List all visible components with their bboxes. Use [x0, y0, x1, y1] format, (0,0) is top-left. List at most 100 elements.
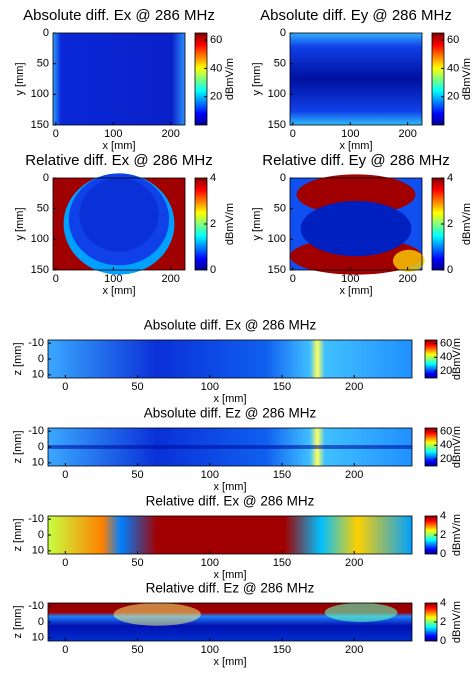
- heatmap-image: [48, 340, 412, 378]
- x-tick-label: 50: [131, 381, 143, 393]
- x-tick-label: 100: [104, 128, 122, 140]
- colorbar-tick-label: 20: [447, 91, 459, 103]
- panel-title: Relative diff. Ex @ 286 MHz: [25, 152, 213, 169]
- colorbar-tick-label: 20: [440, 365, 452, 377]
- colorbar: [424, 427, 438, 467]
- colorbar-tick-label: 20: [440, 453, 452, 465]
- y-tick-label: 0: [43, 27, 49, 39]
- heatmap-image: [48, 445, 412, 449]
- colorbar-label: dBmV/m: [451, 601, 463, 643]
- colorbar-label: dBmV/m: [451, 338, 463, 380]
- y-axis-label: z [mm]: [12, 343, 24, 376]
- colorbar-tick-label: 4: [210, 172, 216, 184]
- panel-title: Relative diff. Ey @ 286 MHz: [262, 152, 450, 169]
- x-axis-label: x [mm]: [214, 656, 247, 668]
- heatmap-image: [113, 603, 201, 626]
- y-tick-label: -10: [28, 337, 44, 349]
- y-tick-label: 10: [32, 457, 44, 469]
- x-tick-label: 100: [201, 469, 219, 481]
- y-tick-label: 10: [32, 545, 44, 557]
- colorbar-label: dBmV/m: [224, 203, 236, 245]
- y-tick-label: -10: [28, 513, 44, 525]
- colorbar-tick-label: 60: [210, 34, 222, 46]
- x-tick-label: 100: [201, 557, 219, 569]
- colorbar-label: dBmV/m: [224, 58, 236, 100]
- y-tick-label: 100: [31, 88, 49, 100]
- x-tick-label: 0: [62, 469, 68, 481]
- x-tick-label: 100: [201, 644, 219, 656]
- y-tick-label: -10: [28, 600, 44, 612]
- y-tick-label: 0: [38, 353, 44, 365]
- panel: Absolute diff. Ey @ 286 MHz 0 100 200 0 50 100…: [251, 7, 473, 152]
- colorbar-tick-label: 20: [210, 91, 222, 103]
- plot-frame: [52, 177, 186, 271]
- y-tick-label: 150: [31, 119, 49, 131]
- panel-title: Absolute diff. Ex @ 286 MHz: [144, 318, 317, 333]
- y-axis-label: y [mm]: [251, 208, 263, 241]
- x-tick-label: 0: [53, 128, 59, 140]
- colorbar-tick-label: 40: [210, 62, 222, 74]
- y-tick-label: 0: [38, 529, 44, 541]
- x-tick-label: 100: [201, 381, 219, 393]
- x-tick-label: 100: [341, 273, 359, 285]
- colorbar-tick-label: 40: [440, 351, 452, 363]
- panel-title: Absolute diff. Ez @ 286 MHz: [144, 406, 317, 421]
- y-tick-label: 150: [31, 264, 49, 276]
- x-axis-label: x [mm]: [103, 285, 136, 297]
- x-axis-label: x [mm]: [214, 569, 247, 581]
- x-tick-label: 100: [341, 128, 359, 140]
- x-tick-label: 100: [104, 273, 122, 285]
- colorbar: [194, 32, 208, 126]
- x-axis-label: x [mm]: [340, 140, 373, 152]
- colorbar-tick-label: 0: [447, 264, 453, 276]
- colorbar-label: dBmV/m: [461, 203, 473, 245]
- colorbar-tick-label: 2: [440, 529, 446, 541]
- colorbar: [424, 339, 438, 379]
- colorbar-tick-label: 4: [447, 172, 453, 184]
- colorbar-tick-label: 40: [440, 439, 452, 451]
- x-axis-label: x [mm]: [103, 140, 136, 152]
- y-tick-label: 50: [37, 203, 49, 215]
- x-tick-label: 150: [273, 381, 291, 393]
- heatmap-image: [392, 249, 425, 272]
- heatmap-image: [300, 201, 412, 257]
- x-tick-label: 200: [345, 644, 363, 656]
- y-axis-label: y [mm]: [14, 63, 26, 96]
- x-tick-label: 50: [131, 557, 143, 569]
- y-axis-label: y [mm]: [251, 63, 263, 96]
- x-tick-label: 50: [131, 469, 143, 481]
- colorbar-tick-label: 4: [440, 510, 446, 522]
- y-tick-label: 0: [280, 172, 286, 184]
- colorbar-tick-label: 60: [447, 34, 459, 46]
- colorbar: [431, 32, 445, 126]
- y-axis-label: z [mm]: [12, 519, 24, 552]
- heatmap-image: [296, 174, 416, 215]
- x-tick-label: 200: [345, 557, 363, 569]
- y-tick-label: 0: [43, 172, 49, 184]
- y-tick-label: 50: [274, 203, 286, 215]
- y-tick-label: 100: [31, 233, 49, 245]
- colorbar-tick-label: 0: [440, 635, 446, 647]
- colorbar-tick-label: 4: [440, 597, 446, 609]
- y-tick-label: 10: [32, 369, 44, 381]
- heatmap-image: [290, 33, 422, 125]
- y-tick-label: 100: [268, 88, 286, 100]
- x-tick-label: 0: [62, 557, 68, 569]
- plot-frame: [52, 32, 186, 126]
- x-tick-label: 150: [273, 469, 291, 481]
- x-tick-label: 150: [273, 557, 291, 569]
- y-tick-label: 150: [268, 264, 286, 276]
- y-tick-label: 0: [38, 441, 44, 453]
- panel: Absolute diff. Ex @ 286 MHz 0 100 200 0 50 100…: [14, 7, 236, 152]
- heatmap-image: [48, 516, 412, 554]
- plot-frame: [289, 177, 423, 271]
- panel-title: Absolute diff. Ex @ 286 MHz: [23, 7, 215, 24]
- y-tick-label: -10: [28, 425, 44, 437]
- y-tick-label: 100: [268, 233, 286, 245]
- colorbar-label: dBmV/m: [461, 58, 473, 100]
- heatmap-image: [79, 178, 159, 252]
